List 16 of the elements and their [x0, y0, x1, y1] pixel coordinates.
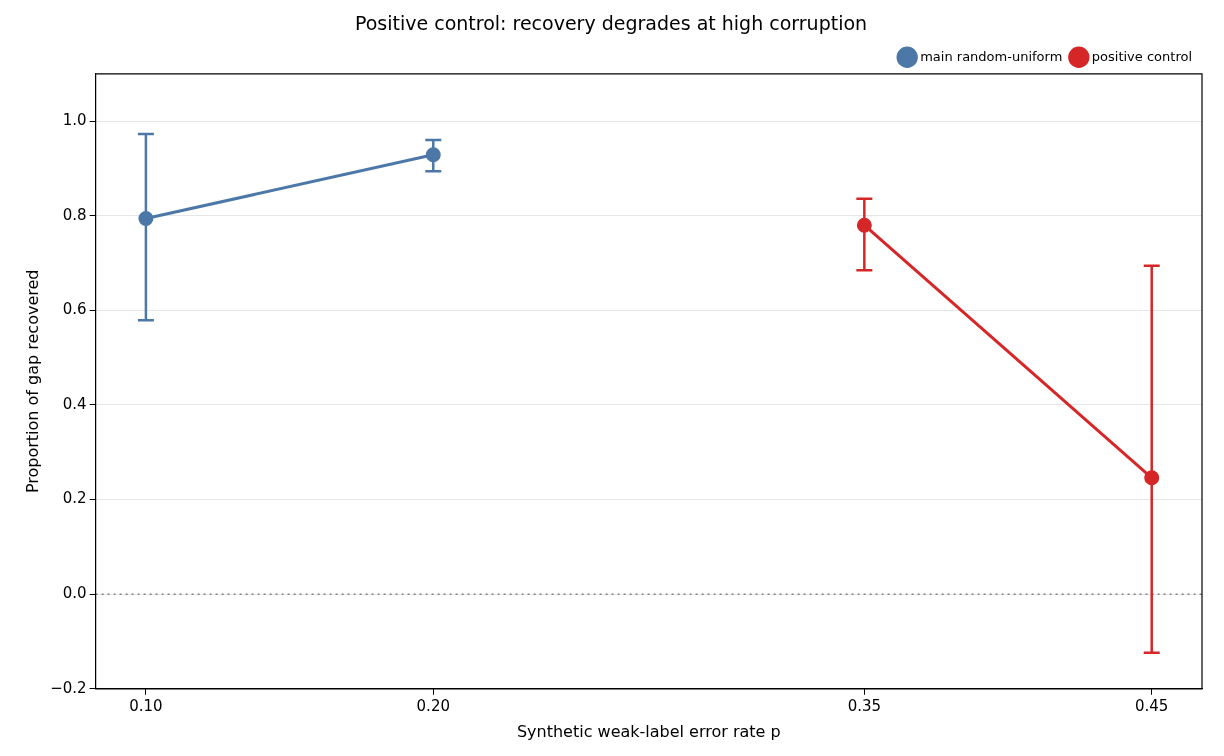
y-tick-label: −0.2 [50, 678, 87, 697]
x-tick-label: 0.35 [847, 696, 882, 715]
y-tick-label: 0.0 [62, 584, 87, 603]
y-axis-title: Proportion of gap recovered [22, 269, 42, 494]
legend-label: positive control [1091, 48, 1192, 64]
x-tick-label: 0.20 [416, 696, 450, 715]
y-tick-label: 0.2 [62, 489, 87, 508]
legend-label: main random-uniform [920, 48, 1063, 64]
y-tick-label: 0.6 [62, 300, 87, 319]
y-tick-label: 0.8 [62, 205, 87, 224]
x-tick-label: 0.45 [1135, 696, 1169, 715]
y-tick-label: 1.0 [62, 111, 87, 129]
y-tick-label: 0.4 [62, 394, 87, 413]
chart-title: Positive control: recovery degrades at high corruption [354, 12, 868, 35]
x-axis-title: Synthetic weak-label error rate p [516, 721, 781, 741]
x-tick-label: 0.10 [129, 696, 163, 715]
